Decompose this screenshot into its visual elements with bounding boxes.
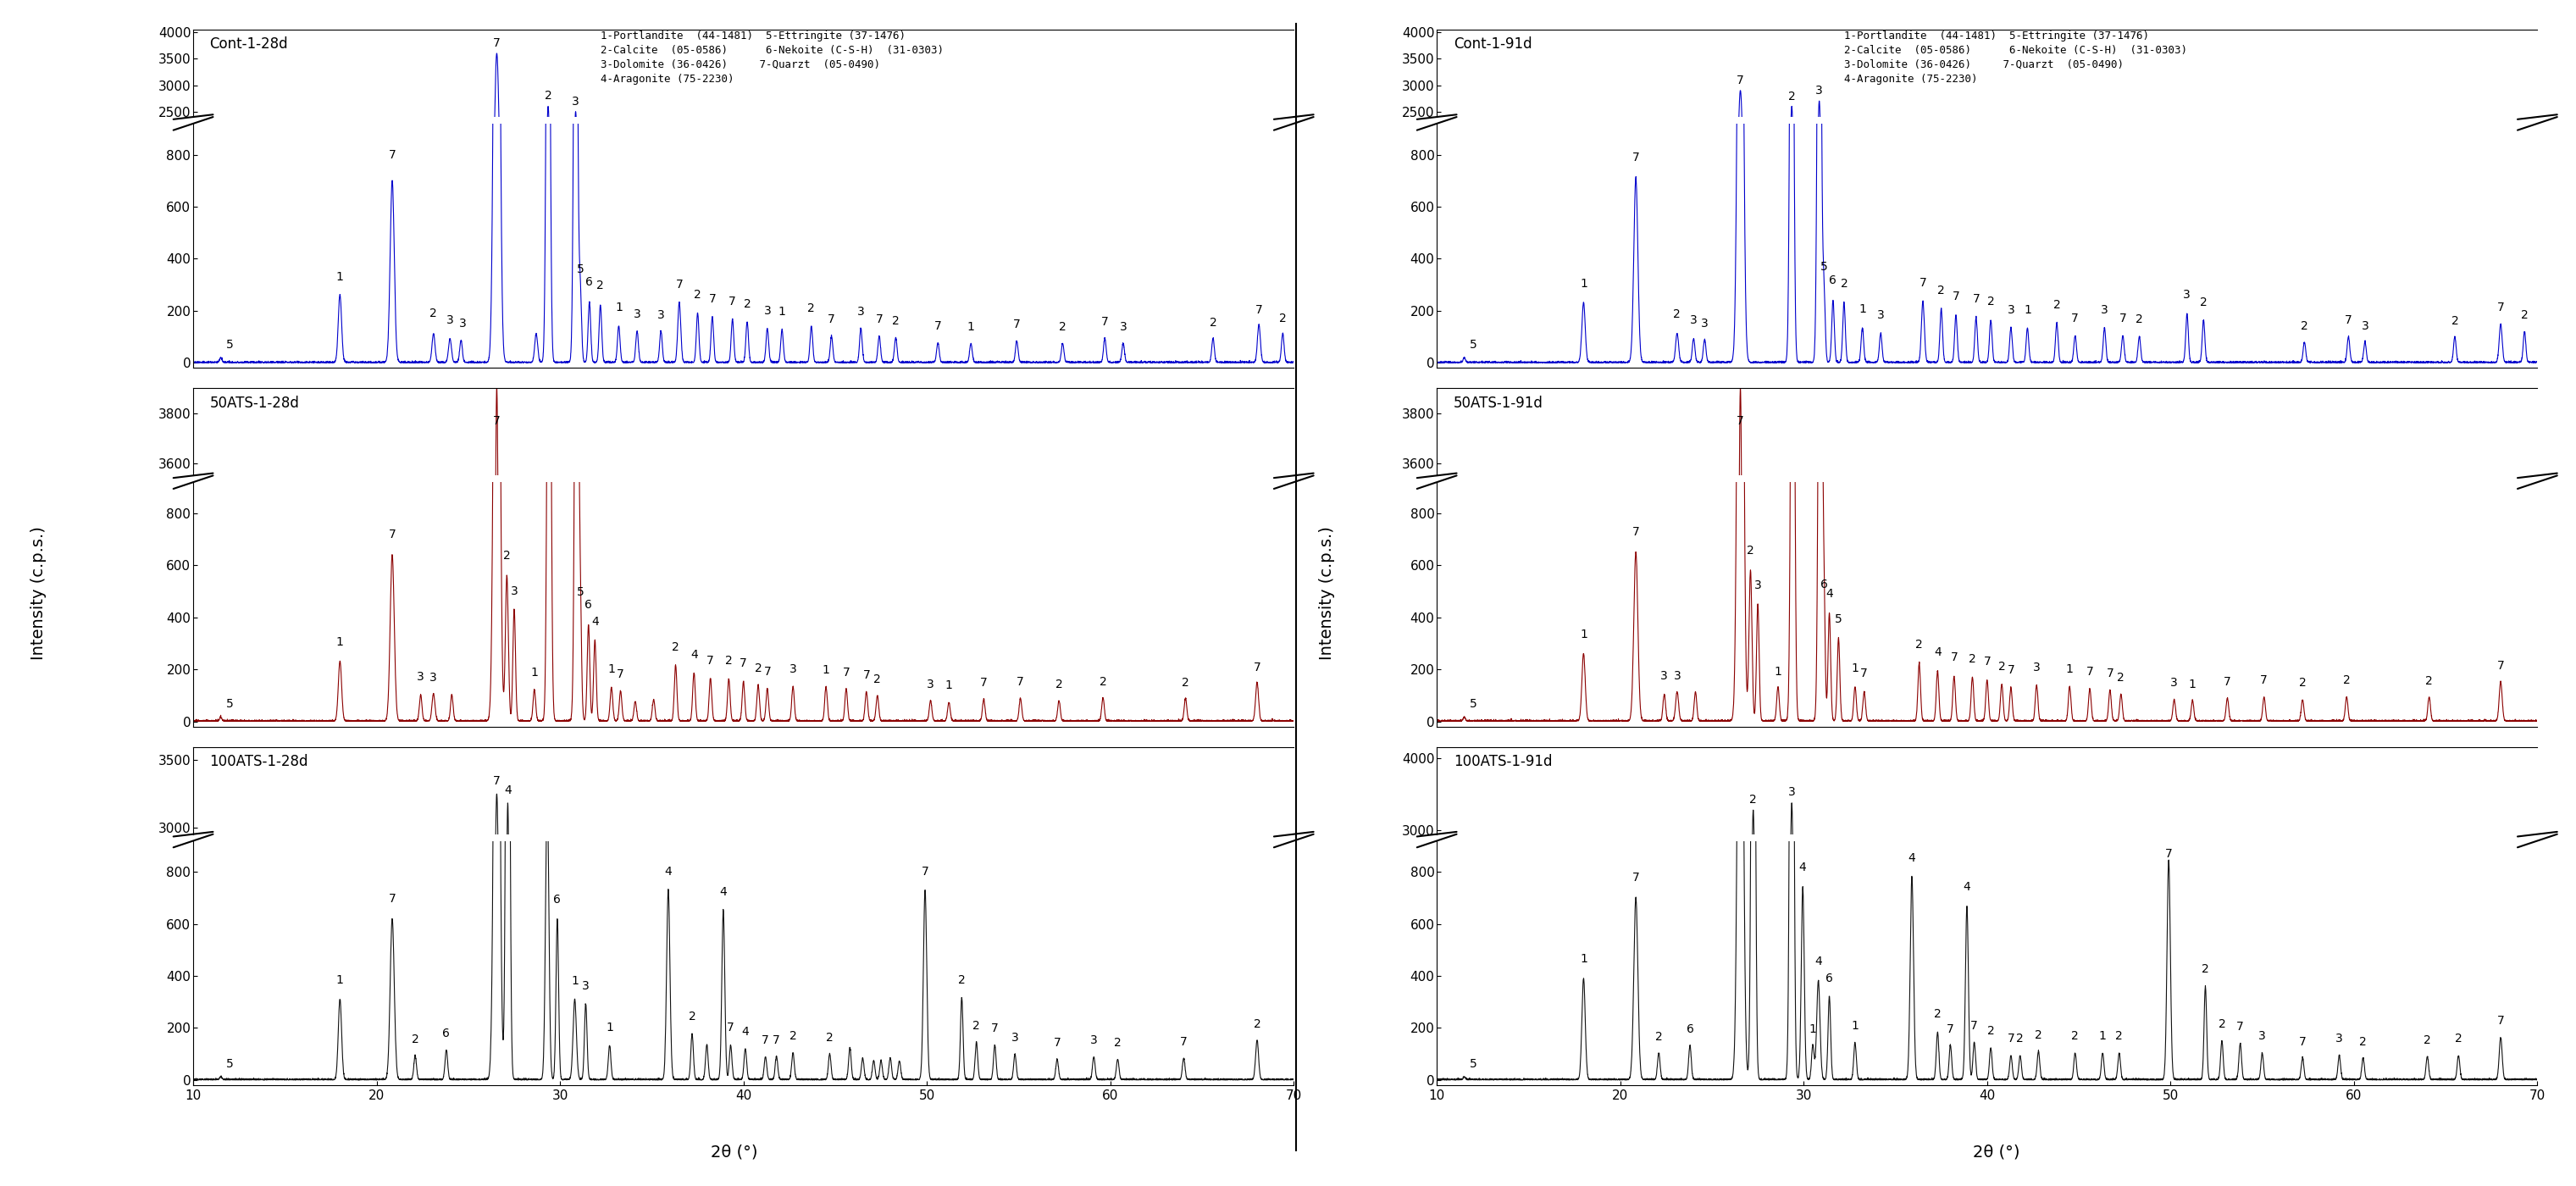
Text: 2: 2 [2452,314,2458,326]
Text: Cont-1-91d: Cont-1-91d [1453,37,1533,52]
Text: 2: 2 [958,974,966,986]
Text: 7: 7 [2007,664,2014,676]
Text: 3: 3 [2007,305,2014,317]
Text: 5: 5 [1471,339,1476,351]
Text: 7: 7 [1736,415,1744,427]
Text: 2: 2 [2035,1029,2043,1041]
Text: 6: 6 [554,893,562,905]
Text: 100ATS-1-91d: 100ATS-1-91d [1453,754,1551,769]
Text: 7: 7 [729,295,737,307]
Text: 3: 3 [510,585,518,597]
Text: 1: 1 [616,301,623,313]
Text: 50ATS-1-28d: 50ATS-1-28d [209,395,299,410]
Text: 6: 6 [1821,579,1826,591]
Text: 1: 1 [945,680,953,691]
Text: 3: 3 [762,305,770,317]
Text: 2: 2 [1986,295,1994,307]
Text: 2: 2 [724,655,732,667]
Text: 100ATS-1-28d: 100ATS-1-28d [209,754,309,769]
Text: 3: 3 [788,663,796,675]
Text: 2: 2 [544,90,551,102]
Text: 7: 7 [979,677,987,689]
Text: 7: 7 [1984,656,1991,668]
Text: 3: 3 [2032,662,2040,674]
Text: 2: 2 [1986,1025,1994,1037]
Text: 2: 2 [873,674,881,686]
Text: 7: 7 [726,1021,734,1033]
Text: 5: 5 [1821,261,1826,273]
Text: 7: 7 [1633,872,1638,884]
Text: 2: 2 [598,280,605,292]
Text: 3: 3 [2102,305,2107,317]
Text: 2: 2 [502,549,510,561]
Text: 2: 2 [2117,671,2125,683]
Text: 3: 3 [446,314,453,326]
Text: 3: 3 [1754,580,1762,592]
Text: 4: 4 [690,649,698,661]
Text: 7: 7 [708,293,716,305]
Text: 1: 1 [778,306,786,318]
Text: 7: 7 [773,1034,781,1046]
Text: 3: 3 [1662,670,1669,682]
Text: 3: 3 [1878,308,1886,320]
Text: 7: 7 [1180,1037,1188,1048]
Text: 3: 3 [1700,318,1708,330]
Text: 7: 7 [1947,1024,1955,1035]
Text: 1: 1 [1860,304,1865,315]
Text: 4: 4 [505,784,513,796]
Text: 2: 2 [744,299,750,311]
Text: 2: 2 [1056,678,1064,690]
Text: 7: 7 [739,658,747,670]
Text: 6: 6 [585,599,592,611]
Text: 5: 5 [577,263,585,275]
Text: 7: 7 [1018,676,1025,688]
Text: 1: 1 [1808,1024,1816,1035]
Text: 3: 3 [572,96,580,108]
Text: 7: 7 [1012,318,1020,330]
Text: 6: 6 [585,276,592,288]
Text: 4: 4 [665,866,672,878]
Text: 2: 2 [827,1032,835,1044]
Text: 1: 1 [1775,665,1783,677]
Text: 2: 2 [1749,793,1757,805]
Text: 7: 7 [876,313,884,325]
Text: 2: 2 [755,662,762,674]
Text: 7: 7 [2236,1021,2244,1033]
Text: 7: 7 [675,279,683,291]
Text: 7: 7 [389,149,397,161]
Text: 2: 2 [1113,1038,1121,1050]
Text: 2: 2 [2522,310,2527,321]
Text: 1: 1 [2025,305,2032,317]
Text: 7: 7 [2071,312,2079,324]
Text: 7: 7 [992,1022,999,1034]
Text: 2: 2 [1182,676,1190,688]
Text: 3: 3 [634,308,641,320]
Text: 5: 5 [1471,1058,1476,1070]
Text: 1: 1 [337,272,343,283]
Text: 2: 2 [2200,296,2208,308]
Text: 2: 2 [2017,1033,2025,1045]
Text: 7: 7 [1736,75,1744,87]
Text: 2: 2 [891,314,899,326]
Text: 2θ (°): 2θ (°) [1973,1143,2020,1160]
Text: 3: 3 [2259,1031,2267,1042]
Text: 7: 7 [1971,1020,1978,1032]
Text: 1: 1 [1579,954,1587,965]
Text: 2: 2 [2298,677,2306,689]
Text: 1: 1 [1579,278,1587,289]
Text: 2: 2 [2136,313,2143,325]
Text: 7: 7 [1919,276,1927,288]
Text: 3: 3 [417,671,425,683]
Text: Intensity (c.p.s.): Intensity (c.p.s.) [1319,527,1334,659]
Text: 7: 7 [492,37,500,49]
Text: 3: 3 [2336,1033,2344,1045]
Text: 4: 4 [1826,587,1834,599]
Text: 4: 4 [1909,852,1917,863]
Text: 2: 2 [2053,299,2061,311]
Text: 2: 2 [430,307,438,319]
Text: 2: 2 [1100,676,1108,688]
Text: 3: 3 [1816,85,1824,97]
Text: 5: 5 [577,586,585,598]
Text: 1-Portlandite  (44-1481)  5-Ettringite (37-1476)
2-Calcite  (05-0586)      6-Nek: 1-Portlandite (44-1481) 5-Ettringite (37… [1844,31,2187,84]
Text: 1-Portlandite  (44-1481)  5-Ettringite (37-1476)
2-Calcite  (05-0586)      6-Nek: 1-Portlandite (44-1481) 5-Ettringite (37… [600,31,943,84]
